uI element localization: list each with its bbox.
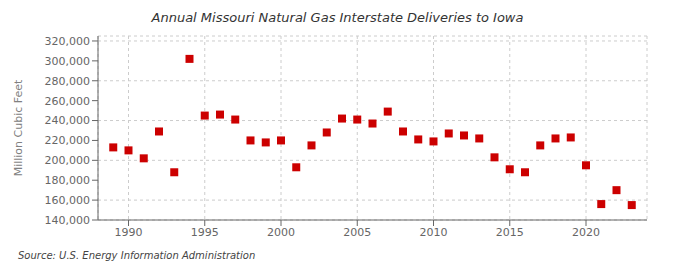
html-text:Annual Missouri Natural Gas In: Annual Missouri Natural Gas Interstate D… [151,10,524,25]
svg-text:140,000: 140,000 [45,214,91,227]
svg-text:2000: 2000 [267,226,295,239]
svg-text:2010: 2010 [420,226,448,239]
svg-text:260,000: 260,000 [45,95,91,108]
svg-text:280,000: 280,000 [45,75,91,88]
svg-text:1990: 1990 [115,226,143,239]
svg-text:220,000: 220,000 [45,134,91,147]
svg-text:1995: 1995 [191,226,219,239]
svg-text:180,000: 180,000 [45,174,91,187]
svg-text:160,000: 160,000 [45,194,91,207]
svg-text:200,000: 200,000 [45,154,91,167]
svg-text:240,000: 240,000 [45,114,91,127]
svg-text:Million Cubic Feet: Million Cubic Feet [12,79,25,176]
svg-text:2015: 2015 [496,226,524,239]
svg-text:320,000: 320,000 [45,35,91,48]
html-text:Source: U.S. Energy Informatio: Source: U.S. Energy Information Administ… [18,250,256,261]
svg-text:2020: 2020 [572,226,600,239]
svg-text:300,000: 300,000 [45,55,91,68]
svg-text:2005: 2005 [343,226,371,239]
